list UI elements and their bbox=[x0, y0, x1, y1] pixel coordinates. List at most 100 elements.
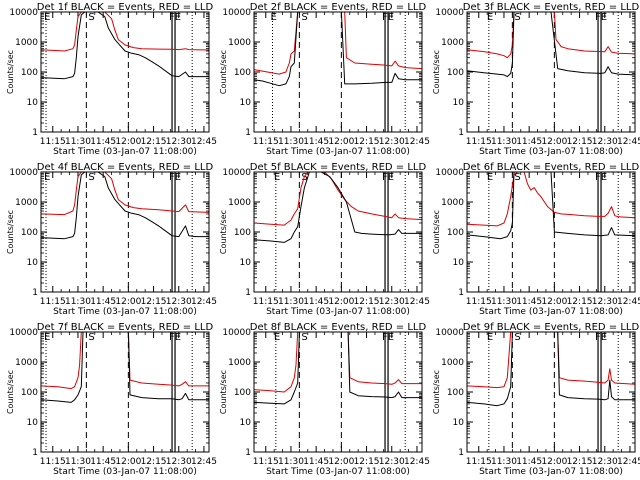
x-tick-label: 12:00 bbox=[115, 457, 141, 467]
chart-panel: Det 7f BLACK = Events, RED = LLD 1 10 100 10… bbox=[6, 322, 217, 477]
x-tick-label: 12:45 bbox=[404, 457, 430, 467]
x-axis-label: Start Time (03-Jan-07 11:08:00) bbox=[479, 307, 623, 317]
x-tick-label: 12:30 bbox=[379, 137, 405, 147]
y-axis-label: Counts/sec bbox=[432, 370, 441, 414]
y-axis-label: Counts/sec bbox=[219, 370, 228, 414]
series-group bbox=[41, 332, 209, 403]
x-tick-label: 11:30 bbox=[65, 457, 91, 467]
x-tick-label: 11:15 bbox=[466, 137, 492, 147]
events-series-line bbox=[41, 172, 209, 240]
y-tick-label: 1000 bbox=[228, 38, 251, 48]
x-tick-label: 12:45 bbox=[191, 137, 217, 147]
x-tick-label: 12:30 bbox=[379, 457, 405, 467]
y-tick-label: 10 bbox=[27, 98, 39, 108]
x-tick-label: 11:30 bbox=[491, 137, 517, 147]
x-tick-label: 12:00 bbox=[115, 297, 141, 307]
chart-panel: Det 9f BLACK = Events, RED = LLD 1 10 100 10… bbox=[432, 322, 640, 477]
e-marker-label: E bbox=[44, 332, 50, 343]
y-axis-label: Counts/sec bbox=[219, 210, 228, 254]
y-tick-label: 10 bbox=[453, 258, 465, 268]
y-tick-label: 10000 bbox=[435, 328, 464, 338]
x-tick-label: 11:30 bbox=[278, 457, 304, 467]
x-tick-label: 12:30 bbox=[166, 297, 192, 307]
x-tick-label: 12:45 bbox=[617, 297, 640, 307]
chart-panel: Det 8f BLACK = Events, RED = LLD 1 10 100 10… bbox=[219, 322, 430, 477]
plot-frame bbox=[40, 171, 210, 293]
y-tick-label: 1 bbox=[32, 448, 38, 458]
chart-panel: Det 2f BLACK = Events, RED = LLD 1 10 100 10… bbox=[219, 2, 430, 157]
chart-panel: Det 5f BLACK = Events, RED = LLD 1 10 100 10… bbox=[219, 162, 430, 317]
y-tick-label: 1000 bbox=[441, 198, 464, 208]
x-axis-label: Start Time (03-Jan-07 11:08:00) bbox=[53, 467, 197, 477]
events-series-line bbox=[41, 332, 209, 403]
y-tick-label: 1000 bbox=[15, 198, 38, 208]
plot-frame bbox=[40, 11, 210, 133]
y-tick-label: 100 bbox=[234, 388, 251, 398]
y-axis-label: Counts/sec bbox=[219, 50, 228, 94]
x-tick-label: 11:15 bbox=[466, 297, 492, 307]
series-group bbox=[254, 332, 422, 405]
e-marker-label: E bbox=[487, 332, 493, 343]
y-tick-label: 100 bbox=[21, 68, 38, 78]
lld-series-line bbox=[467, 172, 635, 227]
y-tick-label: 10 bbox=[240, 258, 252, 268]
events-series-line bbox=[467, 12, 635, 78]
x-tick-label: 12:00 bbox=[115, 137, 141, 147]
chart-title: Det 1f BLACK = Events, RED = LLD bbox=[37, 2, 214, 13]
y-tick-label: 100 bbox=[447, 68, 464, 78]
series-group bbox=[41, 12, 209, 80]
x-tick-label: 11:45 bbox=[303, 137, 329, 147]
chart-title: Det 3f BLACK = Events, RED = LLD bbox=[463, 2, 640, 13]
events-series-line bbox=[467, 172, 635, 240]
series-group bbox=[254, 12, 422, 87]
chart-title: Det 5f BLACK = Events, RED = LLD bbox=[250, 162, 427, 173]
events-series-line bbox=[41, 12, 209, 80]
x-tick-label: 12:45 bbox=[191, 297, 217, 307]
y-axis-label: Counts/sec bbox=[6, 210, 15, 254]
y-tick-label: 10000 bbox=[222, 168, 251, 178]
x-tick-label: 12:00 bbox=[328, 457, 354, 467]
x-tick-label: 12:15 bbox=[567, 137, 593, 147]
y-tick-label: 1000 bbox=[228, 358, 251, 368]
x-tick-label: 11:45 bbox=[516, 137, 542, 147]
series-group bbox=[41, 172, 209, 240]
y-tick-label: 10 bbox=[240, 418, 252, 428]
chart-title: Det 9f BLACK = Events, RED = LLD bbox=[463, 322, 640, 333]
y-tick-label: 100 bbox=[447, 228, 464, 238]
s-marker-label: S bbox=[514, 172, 520, 183]
chart-panel: Det 4f BLACK = Events, RED = LLD 1 10 100 10… bbox=[6, 162, 217, 317]
x-tick-label: 11:45 bbox=[90, 457, 116, 467]
fe-marker-label: FE bbox=[595, 332, 607, 343]
y-tick-label: 1 bbox=[32, 128, 38, 138]
x-axis-label: Start Time (03-Jan-07 11:08:00) bbox=[53, 147, 197, 157]
e-marker-label: E bbox=[487, 12, 493, 23]
s-marker-label: S bbox=[514, 332, 520, 343]
x-tick-label: 12:15 bbox=[567, 457, 593, 467]
x-tick-label: 11:30 bbox=[278, 137, 304, 147]
fe-marker-label: FE bbox=[382, 332, 394, 343]
x-tick-label: 11:30 bbox=[491, 457, 517, 467]
fe-marker-label: FE bbox=[595, 12, 607, 23]
y-tick-label: 100 bbox=[234, 228, 251, 238]
x-tick-label: 11:15 bbox=[253, 137, 279, 147]
s-marker-label: S bbox=[88, 332, 94, 343]
x-tick-label: 11:30 bbox=[278, 297, 304, 307]
fe-marker-label: FE bbox=[382, 12, 394, 23]
y-axis-label: Counts/sec bbox=[6, 370, 15, 414]
fe-marker-label: FE bbox=[169, 12, 181, 23]
y-axis-label: Counts/sec bbox=[432, 50, 441, 94]
x-tick-label: 12:30 bbox=[592, 297, 618, 307]
fe-marker-label: FE bbox=[169, 332, 181, 343]
plot-frame bbox=[466, 11, 636, 133]
lld-series-line bbox=[467, 332, 635, 389]
x-tick-label: 11:45 bbox=[303, 297, 329, 307]
y-tick-label: 10 bbox=[240, 98, 252, 108]
x-tick-label: 11:15 bbox=[466, 457, 492, 467]
y-tick-label: 100 bbox=[21, 388, 38, 398]
y-tick-label: 1 bbox=[245, 288, 251, 298]
y-tick-label: 10 bbox=[27, 258, 39, 268]
lld-series-line bbox=[254, 172, 422, 226]
y-tick-label: 100 bbox=[21, 228, 38, 238]
series-group bbox=[254, 172, 422, 243]
